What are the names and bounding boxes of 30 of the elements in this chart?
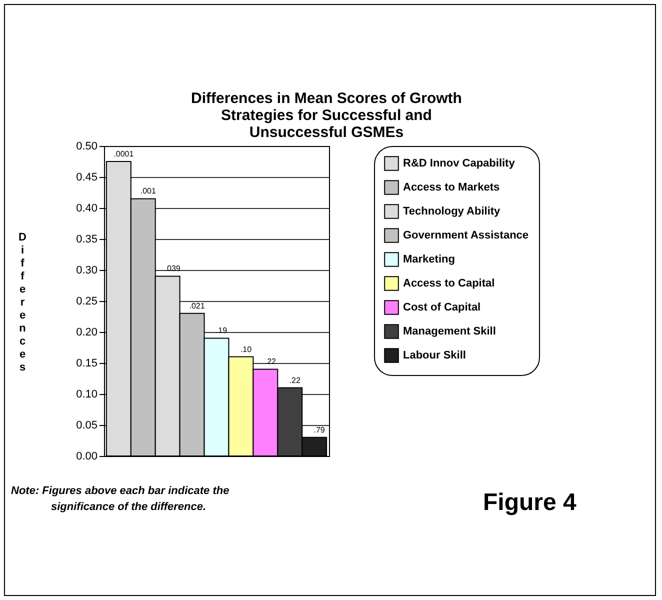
y-tick-label: 0.25: [76, 296, 98, 308]
legend-label: Government Assistance: [403, 230, 529, 242]
legend-label: Access to Markets: [403, 182, 500, 194]
annotation: .79: [314, 425, 326, 434]
legend-label: Technology Ability: [403, 206, 502, 218]
text: Note: Figures above each bar indicate the significance of the difference.: [11, 484, 230, 515]
caption: Figure 4: [483, 489, 576, 517]
annotation: .001: [140, 186, 156, 196]
annotation: .021: [189, 301, 206, 310]
y-tick-label: 0.45: [76, 172, 98, 184]
y-tick-label: 0.20: [76, 326, 98, 338]
chart-title: Differences in Mean Scores of Growth Strategies for Successful and Unsuccessful GSMEs: [191, 90, 462, 141]
legend-label: Management Skill: [403, 326, 496, 338]
y-tick-label: 0.00: [76, 450, 98, 462]
y-tick-label: 0.30: [76, 264, 98, 276]
annotation: .22: [289, 376, 301, 385]
y-tick-label: 0.05: [76, 420, 98, 432]
text: Differences: [18, 232, 26, 374]
y-tick-label: 0.10: [76, 388, 98, 400]
annotation: .10: [240, 344, 252, 354]
y-tick-label: 0.40: [76, 202, 98, 214]
legend-label: R&D Innov Capability: [403, 158, 516, 170]
y-tick-label: 0.15: [76, 358, 98, 370]
y-tick-label: 0.50: [76, 140, 98, 152]
legend-label: Cost of Capital: [403, 302, 481, 314]
legend-label: Labour Skill: [403, 350, 466, 362]
legend-label: Marketing: [403, 254, 455, 266]
y-tick-label: 0.35: [76, 234, 98, 246]
annotation: .0001: [114, 150, 134, 158]
legend-label: Access to Capital: [403, 278, 495, 290]
